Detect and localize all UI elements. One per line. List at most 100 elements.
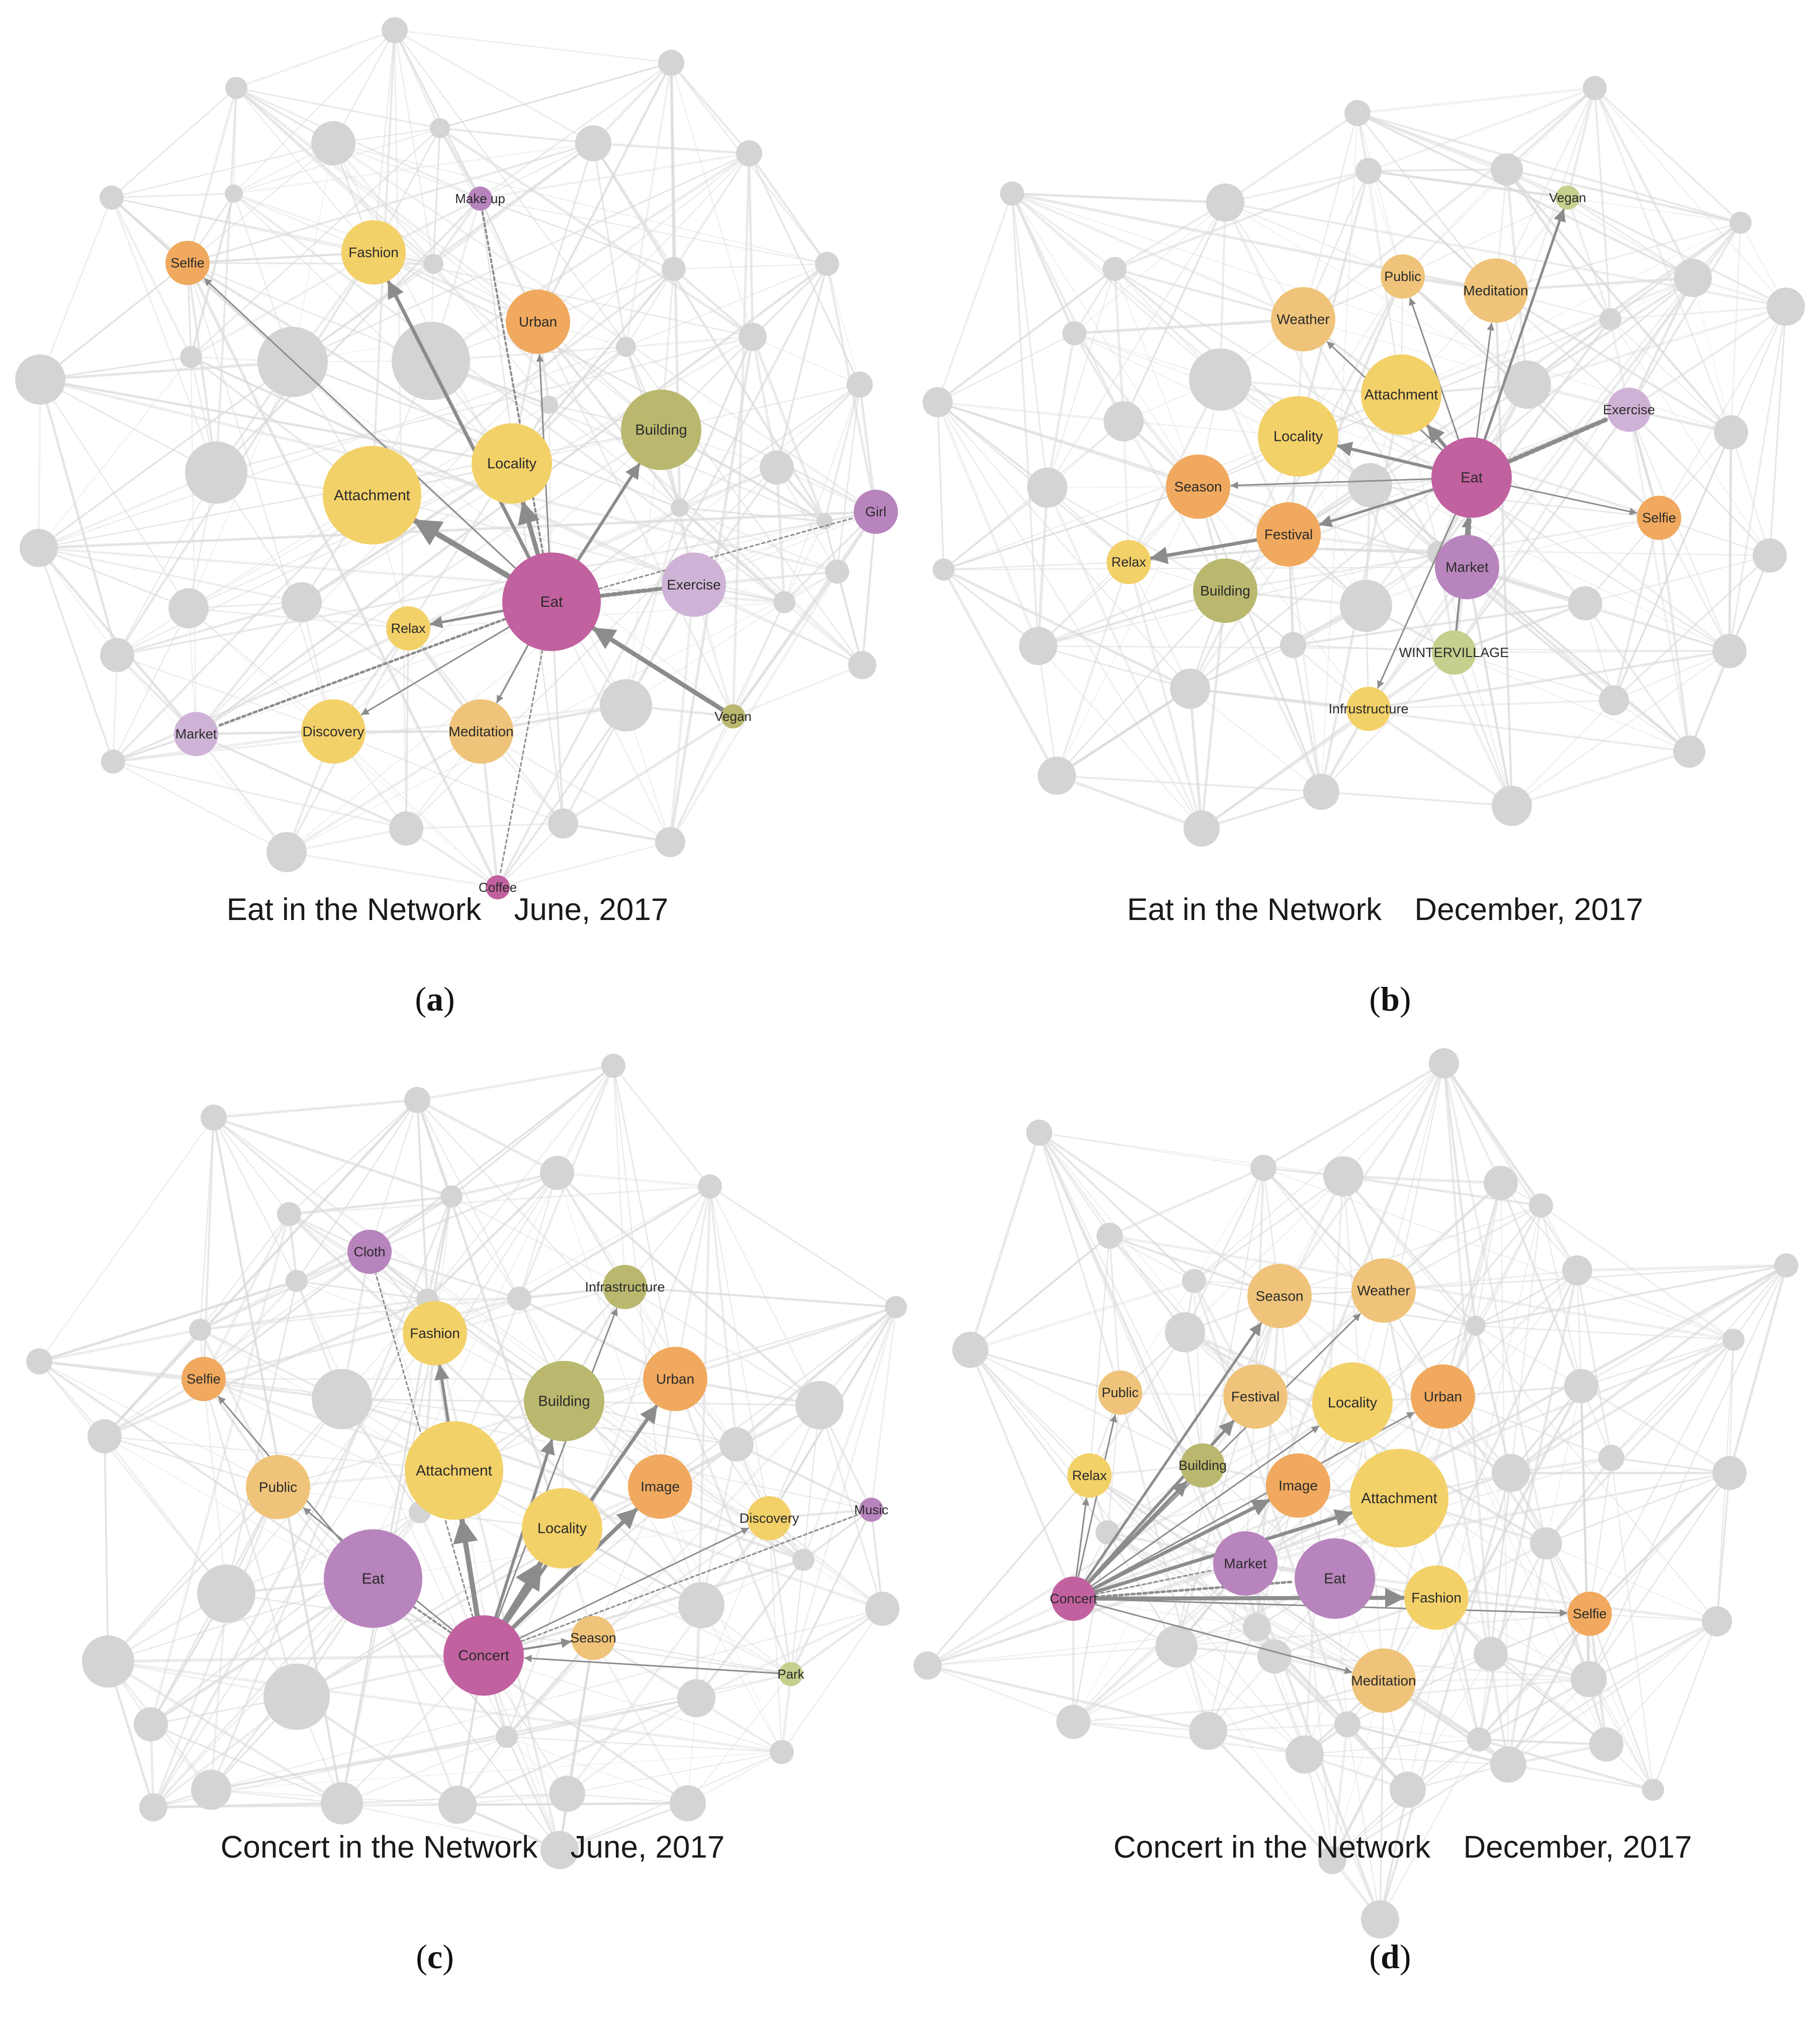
node-weather-label: Weather bbox=[1277, 311, 1329, 327]
edge-concert-to-locality bbox=[502, 1560, 543, 1624]
background-edge bbox=[679, 507, 838, 573]
background-edge bbox=[38, 547, 118, 656]
background-edge bbox=[970, 1349, 1090, 1476]
node-girl-circle bbox=[854, 490, 898, 534]
background-node bbox=[540, 1156, 574, 1190]
node-infrustructure: Infrustructure bbox=[1328, 687, 1409, 731]
panel-a-caption-date: June, 2017 bbox=[514, 892, 668, 927]
background-edge bbox=[790, 1608, 883, 1675]
edge-eat-to-meditation bbox=[1476, 323, 1495, 439]
node-building: Building bbox=[1193, 559, 1257, 623]
background-edge bbox=[296, 1527, 563, 1698]
node-market-circle bbox=[174, 712, 218, 756]
edge-concert-to-attachment bbox=[453, 1517, 480, 1618]
background-edge bbox=[695, 1559, 804, 1699]
node-selfie-circle bbox=[181, 1357, 226, 1401]
background-edge bbox=[203, 1280, 298, 1380]
background-edge bbox=[1511, 650, 1730, 807]
node-infrustructure-label: Infrustructure bbox=[1328, 701, 1408, 716]
background-edge bbox=[1303, 319, 1629, 410]
background-edge bbox=[1357, 112, 1568, 199]
background-edge bbox=[104, 1251, 370, 1437]
background-edge bbox=[1466, 567, 1513, 806]
background-edge bbox=[186, 262, 218, 473]
background-edge bbox=[783, 384, 861, 603]
background-edge bbox=[113, 511, 876, 762]
background-edge bbox=[937, 401, 1124, 423]
node-public-circle bbox=[1381, 254, 1425, 299]
background-node bbox=[1155, 1625, 1198, 1668]
background-edge bbox=[1279, 1295, 1512, 1474]
background-edge bbox=[1475, 1205, 1542, 1326]
background-edge bbox=[203, 1251, 371, 1380]
node-discovery-circle bbox=[301, 699, 366, 764]
background-edge bbox=[211, 1752, 782, 1790]
background-edge bbox=[186, 87, 238, 263]
node-eat: Eat bbox=[324, 1529, 422, 1628]
background-edge bbox=[38, 510, 876, 549]
node-festival: Festival bbox=[1256, 502, 1321, 567]
background-edge bbox=[1594, 87, 1611, 320]
background-edge bbox=[1611, 1339, 1734, 1458]
background-node bbox=[1712, 1456, 1747, 1490]
background-edge bbox=[752, 336, 860, 385]
background-edge bbox=[1194, 1062, 1444, 1282]
background-edge bbox=[1225, 202, 1527, 385]
node-meditation-circle bbox=[1351, 1648, 1416, 1713]
node-cloth-label: Cloth bbox=[353, 1244, 385, 1259]
background-node bbox=[670, 1785, 706, 1821]
node-fashion-label: Fashion bbox=[348, 244, 399, 260]
background-edge bbox=[1688, 651, 1731, 752]
background-edge bbox=[236, 29, 395, 89]
background-node bbox=[616, 337, 636, 357]
background-edge bbox=[1370, 384, 1527, 486]
background-edge bbox=[39, 1328, 201, 1363]
background-edge bbox=[406, 822, 564, 830]
background-edge bbox=[1507, 1620, 1718, 1766]
node-infrustructure-circle bbox=[1346, 687, 1391, 731]
background-edge bbox=[1107, 1532, 1257, 1628]
background-edge bbox=[1495, 290, 1732, 433]
node-relax-label: Relax bbox=[1111, 555, 1146, 570]
background-edge bbox=[556, 1172, 821, 1406]
background-edge bbox=[1511, 700, 1615, 806]
background-node bbox=[1429, 1048, 1459, 1078]
edge-eat-to-meditation bbox=[496, 644, 529, 703]
background-edge bbox=[369, 1251, 520, 1300]
background-node bbox=[225, 185, 243, 203]
background-edge bbox=[1507, 1613, 1591, 1766]
background-node bbox=[847, 372, 873, 398]
background-edge bbox=[1540, 1205, 1735, 1341]
node-eat-label: Eat bbox=[1461, 470, 1483, 486]
background-node bbox=[87, 1419, 122, 1453]
edge-concert-to-weather bbox=[1088, 1313, 1361, 1584]
background-edge bbox=[1194, 1167, 1264, 1281]
background-edge bbox=[1224, 590, 1323, 793]
background-edge bbox=[563, 822, 671, 844]
background-edge bbox=[1347, 1653, 1491, 1725]
background-edge bbox=[1056, 562, 1130, 776]
node-eat-circle bbox=[502, 553, 601, 651]
background-node bbox=[392, 322, 470, 400]
background-edge bbox=[112, 466, 778, 763]
background-node bbox=[1103, 257, 1127, 281]
background-node bbox=[1096, 1520, 1120, 1544]
edge-eat-to-public bbox=[1409, 298, 1460, 440]
background-edge bbox=[1438, 553, 1513, 806]
background-edge bbox=[1088, 1475, 1480, 1740]
background-edge bbox=[1012, 193, 1115, 270]
background-edge bbox=[341, 1398, 872, 1511]
background-edge bbox=[1368, 707, 1513, 807]
background-edge bbox=[203, 1378, 737, 1445]
background-edge bbox=[152, 1299, 429, 1808]
background-edge bbox=[332, 142, 434, 265]
edge-festival-to-relax bbox=[1149, 538, 1259, 565]
background-edge bbox=[394, 30, 434, 264]
background-edge bbox=[736, 1443, 872, 1511]
node-weather: Weather bbox=[1271, 287, 1335, 351]
background-edge bbox=[1347, 1723, 1509, 1766]
background-node bbox=[440, 1185, 463, 1208]
background-edge bbox=[333, 142, 828, 265]
background-edge bbox=[1012, 193, 1199, 487]
background-edge bbox=[536, 62, 673, 323]
